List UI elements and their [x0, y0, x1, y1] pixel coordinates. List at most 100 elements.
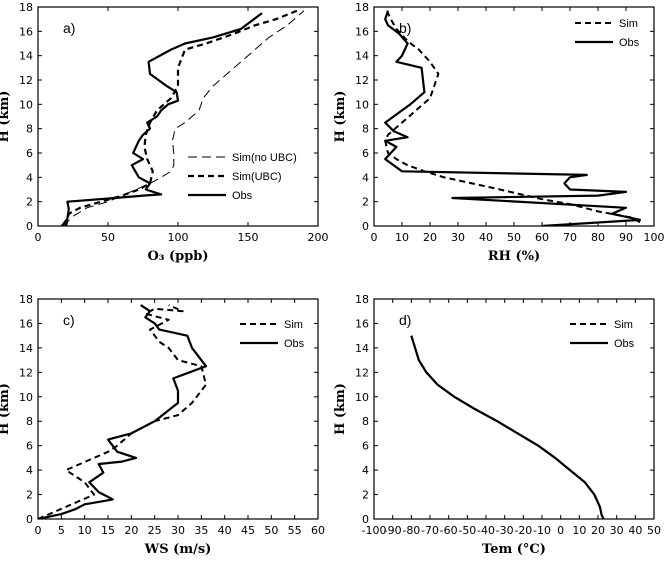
legend-label: Sim: [284, 319, 303, 331]
y-tick-label: 4: [26, 464, 33, 477]
x-tick-label: 0: [35, 524, 42, 537]
x-tick-label: 50: [647, 524, 661, 537]
x-axis-label: Tem (°C): [482, 542, 546, 557]
x-tick-label: -50: [458, 524, 476, 537]
y-tick-label: 16: [355, 25, 369, 38]
y-tick-label: 12: [355, 366, 369, 379]
y-tick-label: 18: [355, 1, 369, 14]
legend-label: Sim(no UBC): [232, 152, 297, 164]
legend-label: Obs: [284, 338, 305, 350]
series-line-obs: [60, 12, 263, 226]
x-tick-label: -80: [402, 524, 420, 537]
legend-label: Obs: [614, 338, 635, 350]
y-tick-label: 2: [26, 489, 33, 502]
y-tick-label: 4: [26, 171, 33, 184]
legend-label: Obs: [232, 190, 253, 202]
x-tick-label: 80: [591, 231, 605, 244]
y-tick-label: 4: [362, 464, 369, 477]
y-tick-label: 0: [26, 220, 33, 233]
x-tick-label: -60: [440, 524, 458, 537]
y-tick-label: 0: [26, 513, 33, 526]
plot-frame: [373, 298, 655, 520]
x-tick-label: 60: [311, 524, 325, 537]
chart-panel-3: 0 5 10 15 20 25 30 35 40 45 50 55 60 0 2 4 6 8 10 12 14 16 18 W…: [0, 293, 325, 557]
panel-label: b): [399, 20, 411, 36]
x-tick-label: 45: [241, 524, 255, 537]
y-tick-label: 10: [19, 98, 33, 111]
x-tick-label: -90: [384, 524, 402, 537]
x-tick-label: 30: [171, 524, 185, 537]
y-tick-label: 16: [355, 317, 369, 330]
x-tick-label: 100: [168, 231, 189, 244]
y-axis-label: H (km): [333, 383, 348, 435]
x-tick-label: 200: [308, 231, 329, 244]
x-tick-label: 15: [101, 524, 115, 537]
x-tick-label: 0: [371, 231, 378, 244]
x-tick-label: 40: [628, 524, 642, 537]
series-line-sim: [38, 304, 207, 519]
y-tick-label: 6: [26, 147, 33, 160]
x-tick-label: 30: [610, 524, 624, 537]
y-tick-label: 18: [355, 293, 369, 306]
legend-label: Obs: [619, 37, 640, 49]
y-axis-label: H (km): [333, 91, 348, 143]
series-line-sim-ubc: [64, 9, 298, 226]
x-tick-label: 70: [563, 231, 577, 244]
y-tick-label: 8: [26, 415, 33, 428]
x-tick-label: 25: [148, 524, 162, 537]
x-tick-label: 55: [288, 524, 302, 537]
y-tick-label: 6: [362, 440, 369, 453]
x-tick-label: 10: [395, 231, 409, 244]
series-line-obs: [410, 335, 605, 519]
x-tick-label: 150: [238, 231, 259, 244]
y-tick-label: 12: [355, 74, 369, 87]
x-tick-label: 60: [535, 231, 549, 244]
y-axis-label: H (km): [0, 91, 12, 143]
x-tick-label: 10: [78, 524, 92, 537]
y-tick-label: 8: [26, 123, 33, 136]
x-tick-label: 5: [58, 524, 65, 537]
chart-panel-1: 0 50 100 150 200 0 2 4 6 8 10 12 14 16 18 O₃ (ppb) H (km…: [0, 1, 329, 264]
y-tick-label: 12: [19, 74, 33, 87]
x-tick-label: 0: [557, 524, 564, 537]
x-tick-label: 35: [194, 524, 208, 537]
panel-label: d): [399, 312, 411, 328]
legend-label: Sim(UBC): [232, 171, 282, 183]
y-tick-label: 0: [362, 220, 369, 233]
y-tick-label: 6: [362, 147, 369, 160]
y-tick-label: 8: [362, 123, 369, 136]
x-axis-label: RH (%): [488, 249, 540, 264]
y-tick-label: 14: [19, 342, 33, 355]
x-tick-label: 0: [35, 231, 42, 244]
x-tick-label: -100: [362, 524, 387, 537]
y-tick-label: 16: [19, 25, 33, 38]
panel-label: c): [63, 312, 75, 328]
x-axis-label: O₃ (ppb): [147, 249, 208, 264]
y-tick-label: 2: [362, 196, 369, 209]
x-tick-label: 90: [619, 231, 633, 244]
y-tick-label: 14: [355, 50, 369, 63]
y-tick-label: 8: [362, 415, 369, 428]
series-line-obs: [38, 304, 208, 519]
x-axis-label: WS (m/s): [144, 542, 212, 557]
y-tick-label: 12: [19, 366, 33, 379]
plot-frame: [37, 6, 319, 227]
chart-panel-2: 0 10 20 30 40 50 60 70 80 90 100 0 2 4 6 8 10 12 14 16 18 RH …: [333, 1, 665, 264]
y-tick-label: 6: [26, 440, 33, 453]
x-tick-label: 40: [218, 524, 232, 537]
x-tick-label: 50: [101, 231, 115, 244]
y-tick-label: 2: [26, 196, 33, 209]
y-tick-label: 18: [19, 293, 33, 306]
y-tick-label: 0: [362, 513, 369, 526]
y-tick-label: 14: [355, 342, 369, 355]
y-tick-label: 18: [19, 1, 33, 14]
y-tick-label: 10: [355, 98, 369, 111]
x-tick-label: 20: [124, 524, 138, 537]
x-tick-label: 40: [479, 231, 493, 244]
legend-label: Sim: [619, 18, 638, 30]
x-tick-label: -30: [496, 524, 514, 537]
y-tick-label: 4: [362, 171, 369, 184]
x-tick-label: 100: [644, 231, 665, 244]
x-tick-label: -20: [514, 524, 532, 537]
